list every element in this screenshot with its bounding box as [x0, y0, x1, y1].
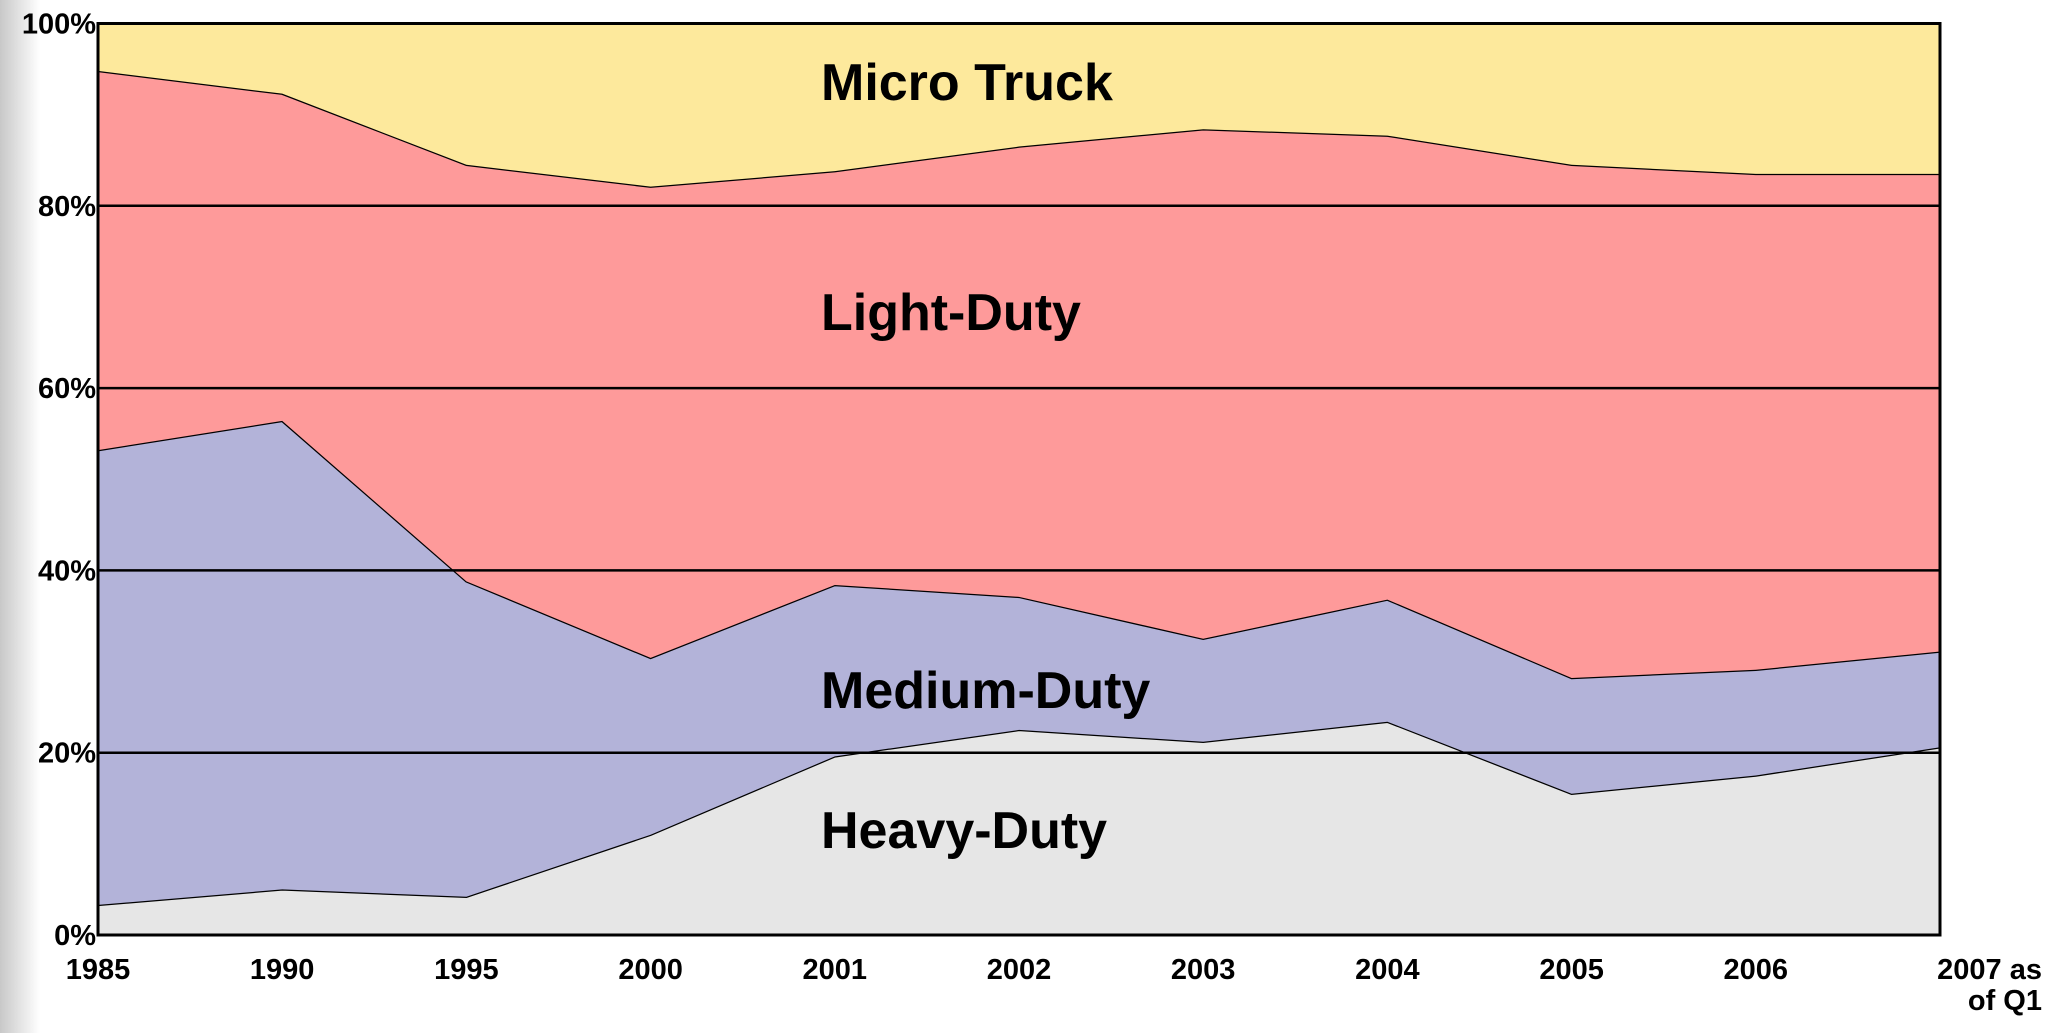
x-tick-label: 2006 [1723, 954, 1789, 986]
series-label: Light-Duty [821, 284, 1081, 342]
y-tick-label: 100% [22, 9, 96, 41]
edge-shade [0, 0, 40, 1033]
y-tick-label: 0% [54, 920, 96, 952]
x-tick-label: 1990 [249, 954, 315, 986]
x-tick-label: 2007 as of Q1 [1937, 954, 2042, 1017]
y-tick-label: 60% [38, 373, 96, 405]
area [98, 23, 1940, 187]
x-tick-label: 2002 [986, 954, 1052, 986]
series-label: Micro Truck [821, 54, 1113, 112]
y-tick-label: 40% [38, 555, 96, 587]
x-tick-label: 1995 [434, 954, 499, 986]
series-label: Medium-Duty [821, 662, 1150, 720]
x-tick-label: 1985 [65, 954, 131, 986]
x-tick-label: 2004 [1355, 954, 1420, 986]
area [98, 721, 1940, 935]
y-tick-label: 20% [38, 738, 96, 770]
area [98, 70, 1940, 678]
x-tick-label: 2001 [802, 954, 868, 986]
x-tick-label: 2000 [618, 954, 683, 986]
plot-frame [96, 22, 1942, 937]
series-label: Heavy-Duty [821, 802, 1107, 860]
x-tick-label: 2003 [1170, 954, 1236, 986]
y-tick-label: 80% [38, 191, 96, 223]
area [98, 420, 1940, 905]
x-tick-label: 2005 [1539, 954, 1604, 986]
